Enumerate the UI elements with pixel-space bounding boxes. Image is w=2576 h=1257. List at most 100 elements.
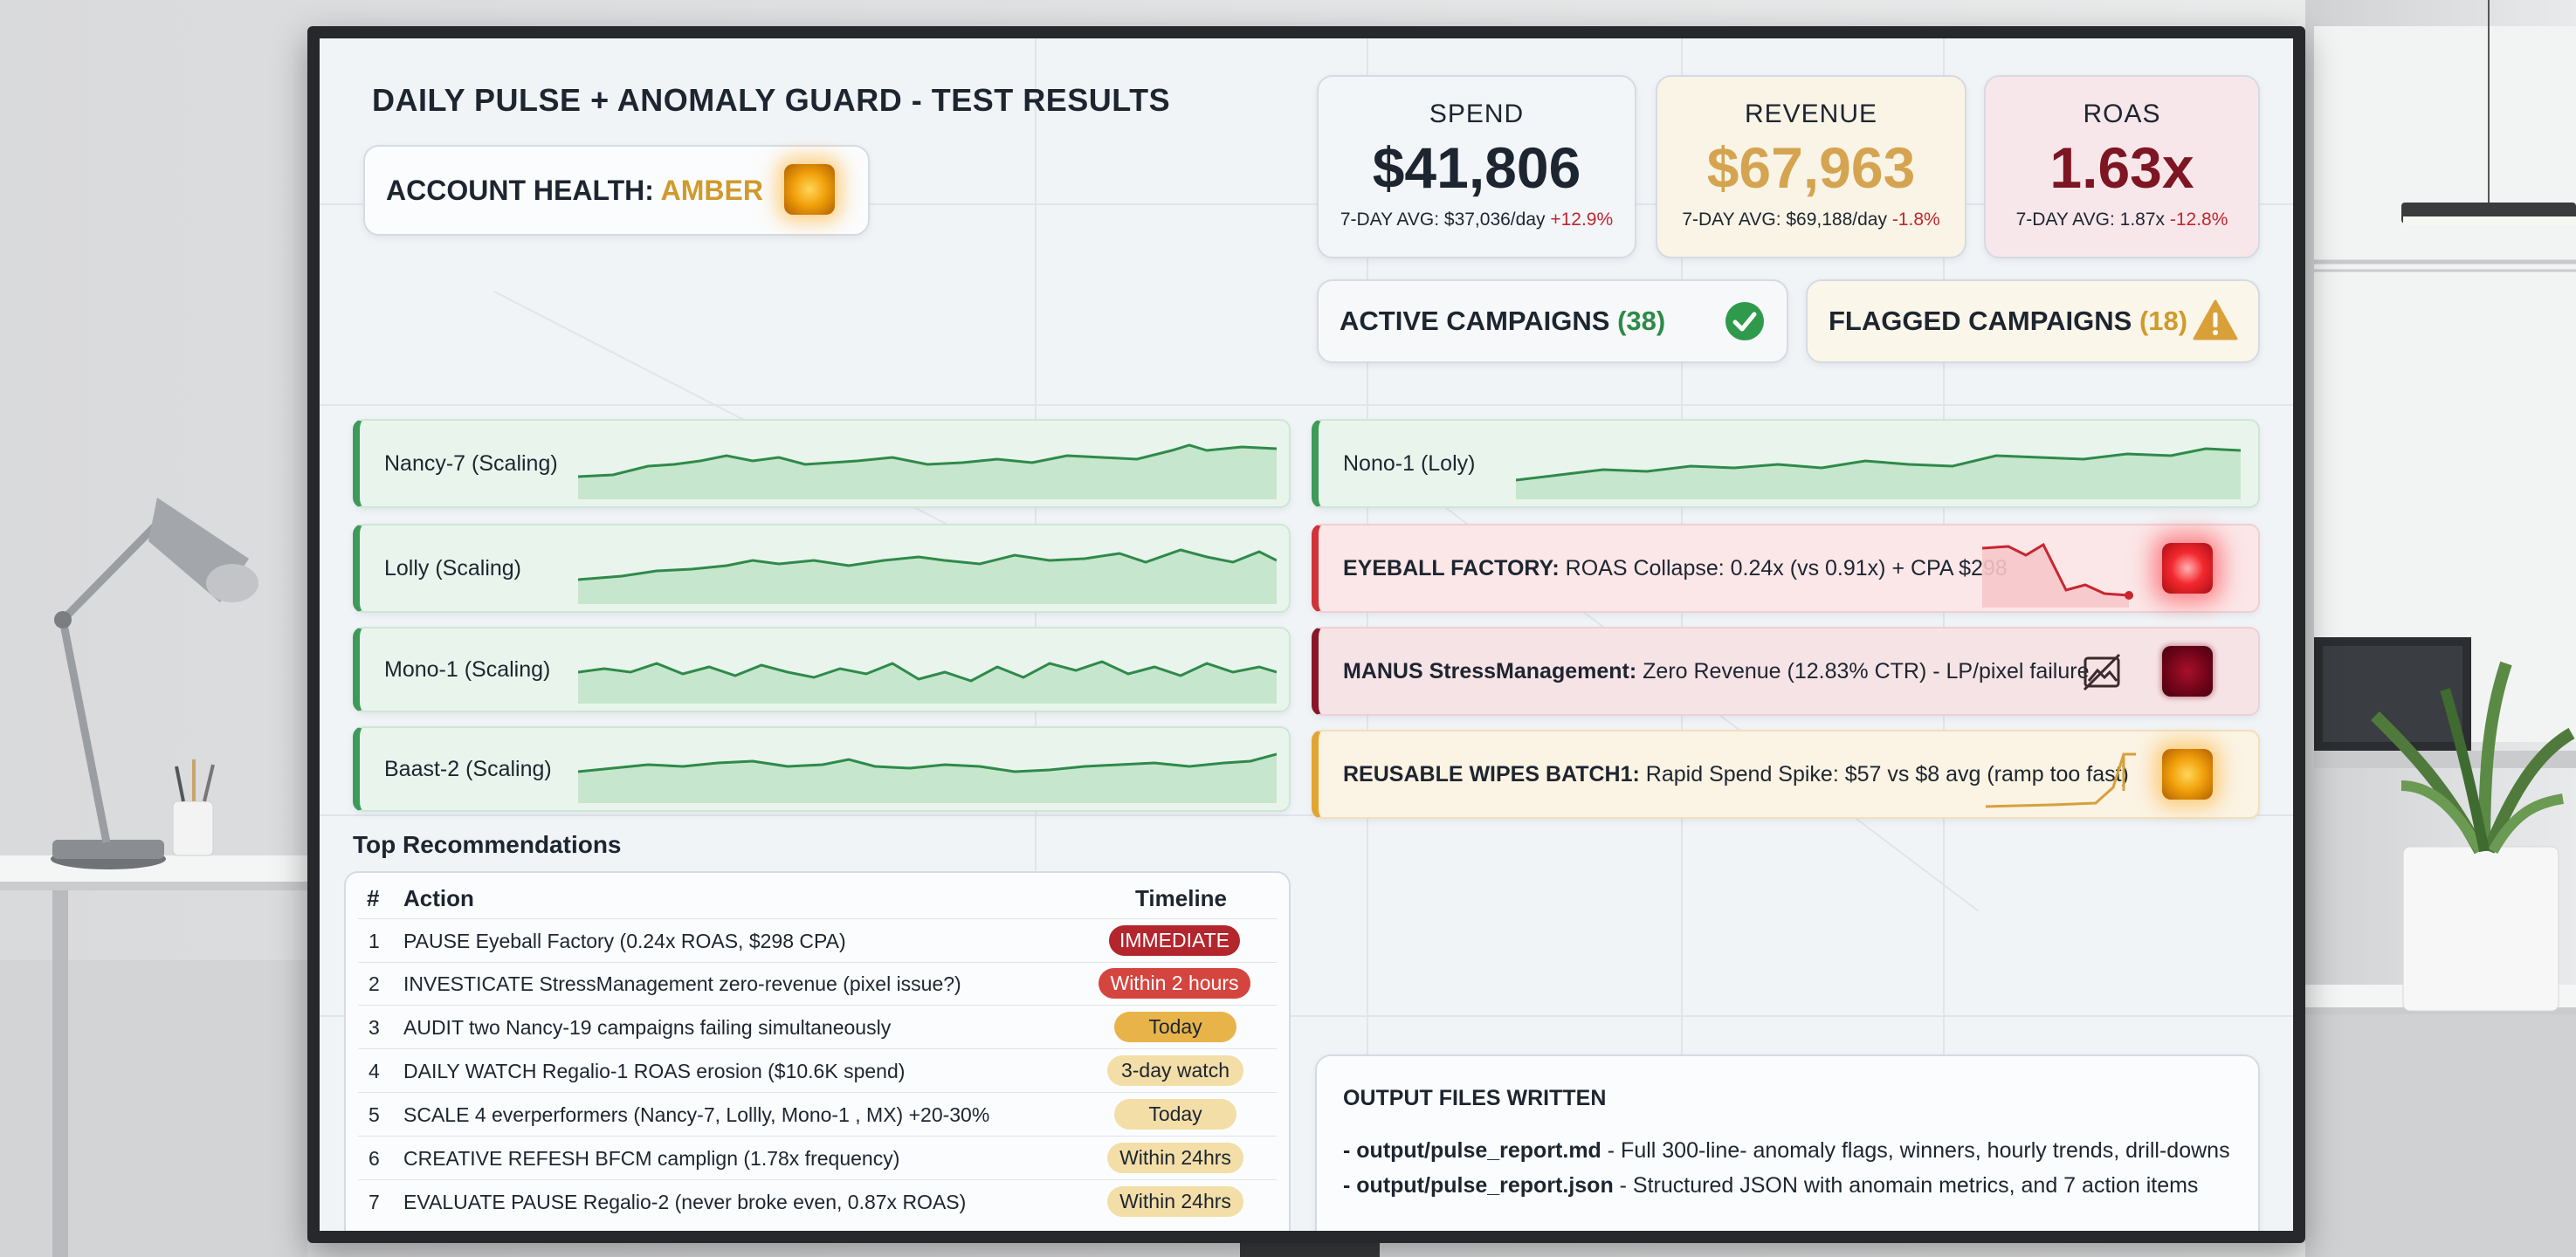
col-header-num: # — [367, 885, 380, 911]
row-num: 3 — [368, 1016, 380, 1039]
roas-kpi-card: ROAS 1.63x 7-DAY AVG: 1.87x -12.8% — [1984, 75, 2260, 258]
campaign-name: Nancy-7 (Scaling) — [384, 450, 558, 476]
campaign-name: Lolly (Scaling) — [384, 555, 522, 580]
table-row[interactable]: 6 CREATIVE REFESH BFCM camplign (1.78x f… — [358, 1137, 1277, 1180]
spend-kpi-card: SPEND $41,806 7-DAY AVG: $37,036/day +12… — [1317, 75, 1636, 258]
amber-alert-light-icon — [2162, 749, 2213, 800]
anomaly-text: EYEBALL FACTORY: ROAS Collapse: 0.24x (v… — [1343, 525, 2008, 611]
campaign-sparkline — [578, 752, 1277, 803]
output-file-line: - output/pulse_report.md - Full 300-line… — [1343, 1138, 2230, 1164]
amber-status-light-icon — [784, 164, 835, 215]
anomaly-detail: Rapid Spend Spike: $57 vs $8 avg (ramp t… — [1645, 761, 2129, 786]
table-row[interactable]: 7 EVALUATE PAUSE Regalio-2 (never broke … — [358, 1180, 1277, 1223]
row-action: DAILY WATCH Regalio-1 ROAS erosion ($10.… — [403, 1060, 906, 1082]
row-action: CREATIVE REFESH BFCM camplign (1.78x fre… — [403, 1147, 900, 1170]
recommendations-title: Top Recommendations — [353, 831, 622, 858]
flagged-campaigns-label: FLAGGED CAMPAIGNS — [1829, 306, 2132, 336]
account-health-card: ACCOUNT HEALTH: AMBER — [363, 145, 870, 236]
output-files-title: OUTPUT FILES WRITTEN — [1343, 1086, 1607, 1110]
no-image-icon — [2083, 653, 2121, 691]
account-health-text: ACCOUNT HEALTH: AMBER — [386, 175, 763, 207]
flagged-campaigns-card[interactable]: FLAGGED CAMPAIGNS (18) — [1806, 279, 2260, 363]
campaign-row[interactable]: Lolly (Scaling) — [353, 524, 1291, 613]
row-action: EVALUATE PAUSE Regalio-2 (never broke ev… — [403, 1191, 967, 1213]
table-row[interactable]: 2 INVESTICATE StressManagement zero-reve… — [358, 962, 1277, 1006]
active-campaigns-card[interactable]: ACTIVE CAMPAIGNS (38) — [1317, 279, 1788, 363]
flagged-campaigns-text: FLAGGED CAMPAIGNS (18) — [1829, 306, 2187, 337]
timeline-badge: Within 24hrs — [1107, 1143, 1243, 1173]
spend-avg: 7-DAY AVG: $37,036/day — [1340, 210, 1546, 230]
recommendations-table: # Action Timeline 1 PAUSE Eyeball Factor… — [344, 871, 1291, 1231]
timeline-badge: Within 24hrs — [1107, 1186, 1243, 1217]
anomaly-campaign-name: EYEBALL FACTORY: — [1343, 555, 1560, 580]
revenue-delta: -1.8% — [1891, 210, 1940, 230]
row-action: PAUSE Eyeball Factory (0.24x ROAS, $298 … — [403, 930, 846, 952]
row-num: 6 — [368, 1147, 380, 1170]
row-num: 5 — [368, 1103, 380, 1126]
flagged-campaigns-count: (18) — [2139, 306, 2188, 336]
campaign-sparkline — [578, 548, 1277, 604]
active-campaigns-count: (38) — [1617, 306, 1666, 336]
output-file-desc: - Full 300-line- anomaly flags, winners,… — [1601, 1138, 2230, 1163]
red-alert-light-icon — [2162, 543, 2213, 594]
anomaly-row-medium[interactable]: REUSABLE WIPES BATCH1: Rapid Spend Spike… — [1312, 730, 2260, 819]
account-health-label: ACCOUNT HEALTH: — [386, 175, 654, 206]
output-file-path[interactable]: - output/pulse_report.md — [1343, 1138, 1601, 1163]
anomaly-text: MANUS StressManagement: Zero Revenue (12… — [1343, 628, 2089, 714]
row-action: SCALE 4 everperformers (Nancy-7, Lollly,… — [403, 1103, 990, 1126]
campaign-sparkline — [578, 443, 1277, 499]
campaign-name: Mono-1 (Scaling) — [384, 656, 551, 682]
warning-triangle-icon — [2193, 299, 2238, 340]
table-row[interactable]: 5 SCALE 4 everperformers (Nancy-7, Lolll… — [358, 1093, 1277, 1137]
anomaly-row-critical[interactable]: EYEBALL FACTORY: ROAS Collapse: 0.24x (v… — [1312, 524, 2260, 613]
campaign-row[interactable]: Nancy-7 (Scaling) — [353, 419, 1291, 508]
spend-value: $41,806 — [1372, 135, 1581, 200]
revenue-value: $67,963 — [1706, 135, 1916, 200]
row-action: INVESTICATE StressManagement zero-revenu… — [403, 972, 961, 995]
timeline-badge: 3-day watch — [1107, 1055, 1243, 1086]
table-row[interactable]: 3 AUDIT two Nancy-19 campaigns failing s… — [358, 1006, 1277, 1049]
table-row[interactable]: 1 PAUSE Eyeball Factory (0.24x ROAS, $29… — [358, 918, 1277, 963]
campaign-name: Baast-2 (Scaling) — [384, 756, 552, 781]
campaign-name: Nono-1 (Loly) — [1343, 450, 1476, 476]
timeline-badge: Today — [1114, 1099, 1236, 1130]
row-num: 4 — [368, 1060, 380, 1082]
timeline-badge: IMMEDIATE — [1109, 925, 1240, 956]
active-campaigns-label: ACTIVE CAMPAIGNS — [1340, 306, 1610, 336]
timeline-badge: Within 2 hours — [1099, 968, 1250, 999]
revenue-label: REVENUE — [1744, 100, 1878, 128]
roas-avg: 7-DAY AVG: 1.87x — [2015, 210, 2166, 230]
revenue-avg-line: 7-DAY AVG: $69,188/day -1.8% — [1657, 210, 1965, 230]
revenue-kpi-card: REVENUE $67,963 7-DAY AVG: $69,188/day -… — [1656, 75, 1966, 258]
campaign-row[interactable]: Nono-1 (Loly) — [1312, 419, 2260, 508]
anomaly-detail: ROAS Collapse: 0.24x (vs 0.91x) + CPA $2… — [1565, 555, 2008, 580]
row-num: 1 — [368, 930, 380, 952]
dark-red-alert-light-icon — [2162, 646, 2213, 697]
revenue-avg: 7-DAY AVG: $69,188/day — [1682, 210, 1887, 230]
anomaly-campaign-name: REUSABLE WIPES BATCH1: — [1343, 761, 1640, 786]
campaign-sparkline — [578, 660, 1277, 704]
table-row[interactable]: 4 DAILY WATCH Regalio-1 ROAS erosion ($1… — [358, 1049, 1277, 1093]
campaign-sparkline — [1516, 447, 2241, 499]
row-action: AUDIT two Nancy-19 campaigns failing sim… — [403, 1016, 892, 1039]
roas-delta: -12.8% — [2169, 210, 2228, 230]
output-file-path[interactable]: - output/pulse_report.json — [1343, 1173, 1614, 1198]
anomaly-row-high[interactable]: MANUS StressManagement: Zero Revenue (12… — [1312, 627, 2260, 716]
account-health-status: AMBER — [660, 175, 763, 206]
anomaly-campaign-name: MANUS StressManagement: — [1343, 658, 1637, 683]
roas-label: ROAS — [2083, 100, 2161, 128]
timeline-badge: Today — [1114, 1012, 1236, 1042]
dashboard-screen: DAILY PULSE + ANOMALY GUARD - TEST RESUL… — [320, 38, 2293, 1231]
campaign-row[interactable]: Mono-1 (Scaling) — [353, 627, 1291, 712]
col-header-timeline: Timeline — [1135, 885, 1228, 911]
check-circle-icon — [1725, 302, 1764, 340]
spend-spike-sparkline — [1985, 752, 2136, 808]
anomaly-text: REUSABLE WIPES BATCH1: Rapid Spend Spike… — [1343, 732, 2129, 817]
spend-avg-line: 7-DAY AVG: $37,036/day +12.9% — [1319, 210, 1635, 230]
active-campaigns-text: ACTIVE CAMPAIGNS (38) — [1340, 306, 1665, 337]
output-files-card: OUTPUT FILES WRITTEN - output/pulse_repo… — [1315, 1054, 2260, 1231]
campaign-row[interactable]: Baast-2 (Scaling) — [353, 726, 1291, 812]
output-file-line: - output/pulse_report.json - Structured … — [1343, 1173, 2198, 1199]
output-file-desc: - Structured JSON with anomain metrics, … — [1613, 1173, 2199, 1198]
col-header-action: Action — [403, 885, 474, 911]
